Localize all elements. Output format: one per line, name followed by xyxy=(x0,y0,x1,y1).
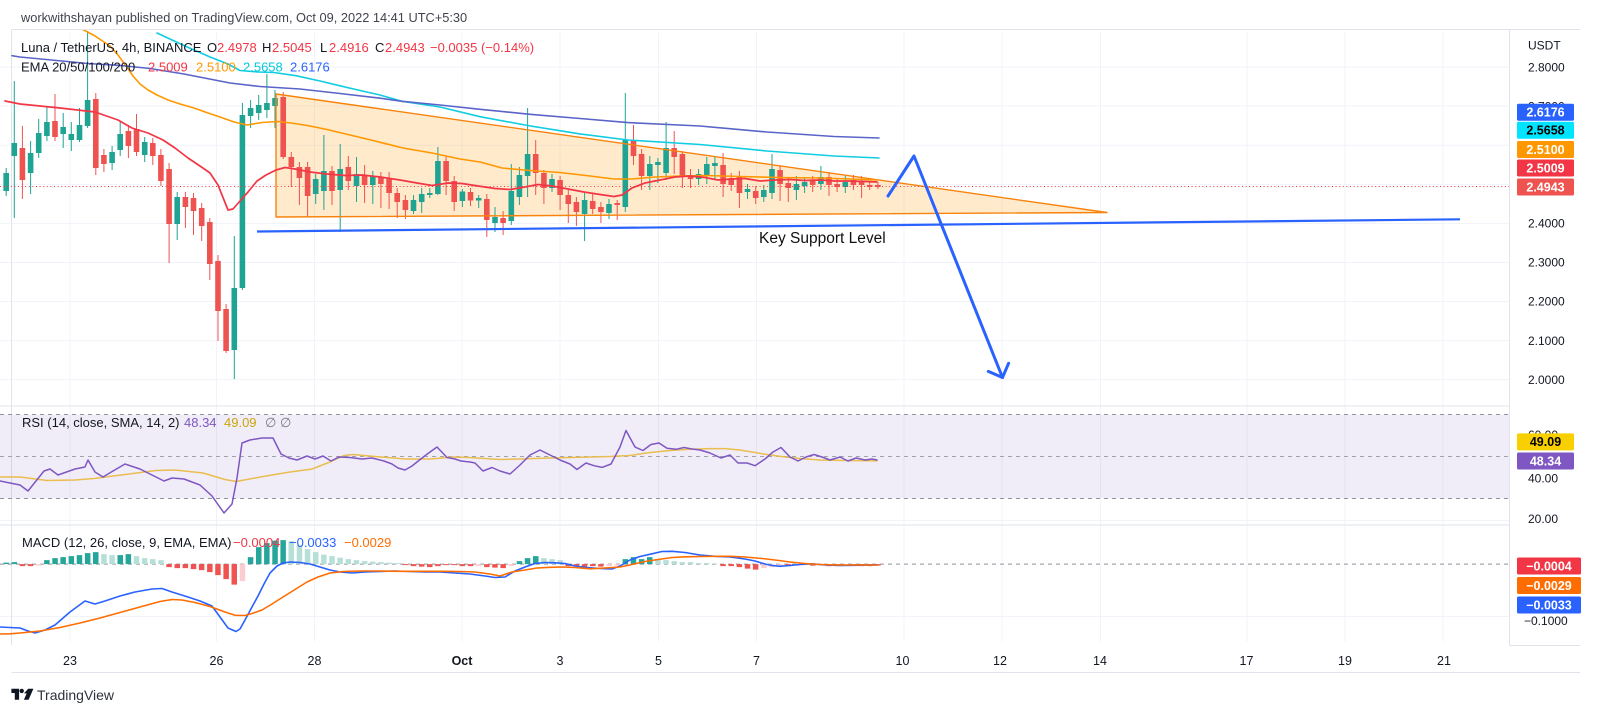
svg-text:2.3000: 2.3000 xyxy=(1528,256,1565,270)
svg-text:3: 3 xyxy=(557,654,564,668)
svg-text:2.5100: 2.5100 xyxy=(1526,143,1564,157)
svg-text:RSI (14, close, SMA, 14, 2)48.: RSI (14, close, SMA, 14, 2) 48.34 49.09 ∅ ∅ xyxy=(22,415,291,430)
svg-text:Oct: Oct xyxy=(452,654,474,668)
svg-text:5: 5 xyxy=(655,654,662,668)
svg-text:40.00: 40.00 xyxy=(1528,472,1558,486)
svg-text:10: 10 xyxy=(896,654,910,668)
svg-text:20.00: 20.00 xyxy=(1528,512,1558,526)
svg-text:2.2000: 2.2000 xyxy=(1528,295,1565,309)
svg-text:21: 21 xyxy=(1437,654,1451,668)
svg-text:2.6176: 2.6176 xyxy=(1526,106,1564,120)
svg-text:Key Support Level: Key Support Level xyxy=(759,230,886,247)
svg-text:26: 26 xyxy=(210,654,224,668)
svg-text:−0.0029: −0.0029 xyxy=(1526,579,1572,593)
svg-text:2.0000: 2.0000 xyxy=(1528,373,1565,387)
svg-text:USDT: USDT xyxy=(1528,39,1561,53)
svg-text:19: 19 xyxy=(1338,654,1352,668)
svg-text:2.4000: 2.4000 xyxy=(1528,217,1565,231)
svg-text:−0.0033: −0.0033 xyxy=(1526,598,1572,612)
svg-text:TradingView: TradingView xyxy=(37,687,115,703)
svg-text:2.5009: 2.5009 xyxy=(1526,161,1564,175)
svg-text:28: 28 xyxy=(308,654,322,668)
svg-text:23: 23 xyxy=(63,654,77,668)
svg-text:48.34: 48.34 xyxy=(1530,454,1561,468)
svg-text:49.09: 49.09 xyxy=(1530,435,1561,449)
svg-text:2.1000: 2.1000 xyxy=(1528,334,1565,348)
svg-text:17: 17 xyxy=(1240,654,1254,668)
svg-text:14: 14 xyxy=(1093,654,1107,668)
svg-text:12: 12 xyxy=(993,654,1007,668)
svg-text:workwithshayan published on Tr: workwithshayan published on TradingView.… xyxy=(20,10,467,25)
svg-text:MACD (12, 26, close, 9, EMA, E: MACD (12, 26, close, 9, EMA, EMA)−0.0004… xyxy=(22,535,391,550)
svg-text:2.5658: 2.5658 xyxy=(1526,124,1564,138)
svg-text:7: 7 xyxy=(753,654,760,668)
svg-text:−0.1000: −0.1000 xyxy=(1524,614,1568,628)
svg-text:2.4943: 2.4943 xyxy=(1526,180,1564,194)
svg-text:−0.0004: −0.0004 xyxy=(1526,559,1572,573)
svg-text:2.8000: 2.8000 xyxy=(1528,61,1565,75)
